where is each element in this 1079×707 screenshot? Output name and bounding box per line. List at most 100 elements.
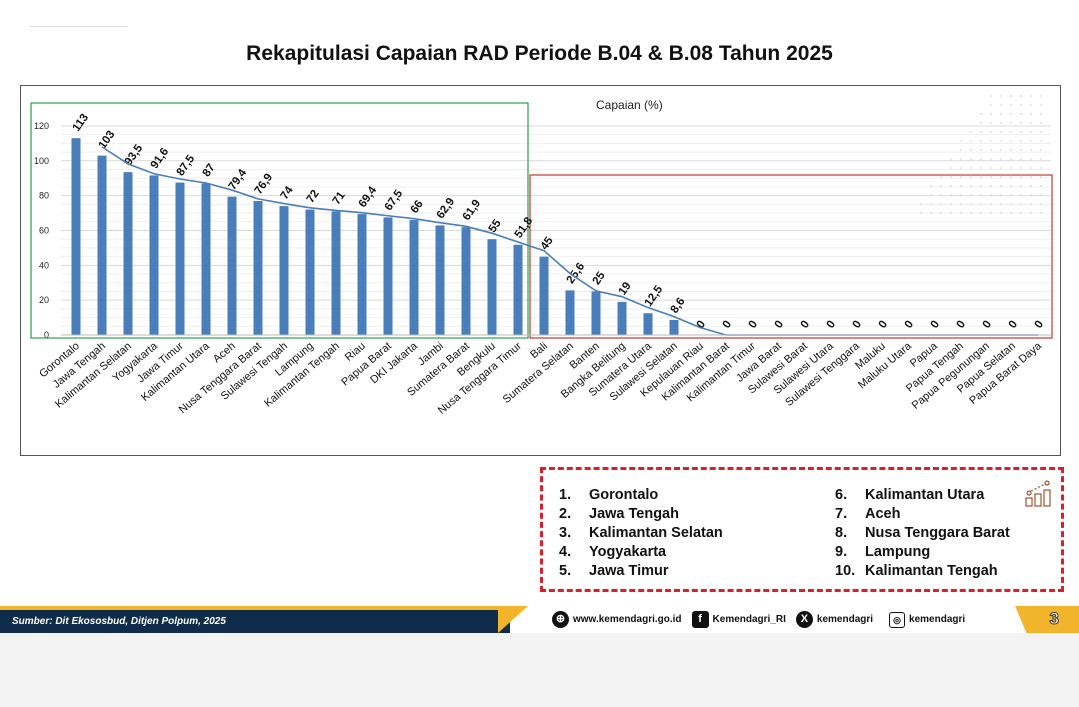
decor-dot: [1000, 95, 1002, 97]
decor-dot: [1000, 140, 1002, 142]
decor-dot: [1020, 95, 1022, 97]
decor-dot: [1040, 113, 1042, 115]
page-number: 3: [1049, 609, 1060, 629]
data-label: 61,9: [461, 198, 484, 223]
decor-dot: [950, 167, 952, 169]
x-link[interactable]: kemendagri: [816, 614, 874, 625]
website-link[interactable]: www.kemendagri.go.id: [573, 614, 682, 625]
top10-item: 4. Yogyakarta: [559, 543, 723, 562]
decor-dot: [1030, 212, 1032, 214]
decor-dot: [1000, 131, 1002, 133]
decor-dot: [990, 140, 992, 142]
decor-dot: [950, 212, 952, 214]
rank-number: 2.: [559, 506, 572, 522]
top10-item: 8. Nusa Tenggara Barat: [835, 524, 1010, 543]
rank-province: Jawa Tengah: [589, 506, 679, 522]
decor-dot: [960, 212, 962, 214]
page-title: Rekapitulasi Capaian RAD Periode B.04 & …: [246, 42, 833, 65]
bar: [227, 196, 237, 335]
decor-dot: [980, 176, 982, 178]
decor-dot: [1020, 113, 1022, 115]
data-label: 0: [1033, 319, 1047, 331]
data-label: 0: [1007, 319, 1021, 331]
decor-dot: [940, 203, 942, 205]
bar: [253, 201, 263, 335]
rank-number: 9.: [835, 544, 848, 560]
decor-dot: [970, 158, 972, 160]
decor-dot: [1020, 176, 1022, 178]
decor-dot: [970, 131, 972, 133]
data-label: 0: [799, 319, 813, 331]
bar: [565, 290, 575, 335]
legend-label: Capaian (%): [596, 98, 663, 112]
decor-dot: [990, 203, 992, 205]
decor-dot: [950, 185, 952, 187]
decor-dot: [1040, 149, 1042, 151]
y-tick-label: 120: [34, 121, 49, 131]
decor-dot: [990, 131, 992, 133]
decor-dot: [1040, 131, 1042, 133]
divider: [30, 26, 128, 27]
decor-dot: [1030, 140, 1032, 142]
decor-dot: [950, 176, 952, 178]
highlight-box-bottom: [529, 174, 1053, 339]
instagram-link[interactable]: kemendagri: [909, 614, 966, 625]
data-label: 69,4: [357, 184, 380, 210]
instagram-icon: ◎: [889, 611, 906, 628]
bar: [175, 182, 185, 335]
data-label: 113: [71, 112, 91, 134]
y-tick-label: 100: [34, 156, 49, 166]
decor-dot: [1000, 104, 1002, 106]
decor-dot: [1010, 149, 1012, 151]
rank-province: Lampung: [865, 544, 931, 560]
data-label: 0: [981, 319, 995, 331]
decor-dot: [920, 212, 922, 214]
top10-box: 1. Gorontalo 2. Jawa Tengah 3. Kalimantan Sel…: [540, 467, 1064, 592]
data-label: 76,9: [253, 172, 276, 197]
rank-province: Gorontalo: [589, 487, 659, 503]
decor-dot: [1020, 167, 1022, 169]
decor-dot: [1010, 176, 1012, 178]
decor-dot: [940, 194, 942, 196]
data-label: 12,5: [643, 283, 666, 309]
bar-chart: 0 20 40 60 80 100 120 Capaian (%) 113 Gorontalo 10…: [20, 85, 1061, 456]
bottom-area: [0, 633, 1079, 707]
social-links: ⊕ www.kemendagri.go.id f Kemendagri_RI X…: [552, 611, 965, 628]
facebook-link[interactable]: Kemendagri_RI: [712, 614, 786, 625]
decor-dot: [990, 185, 992, 187]
rank-province: Jawa Timur: [589, 563, 669, 579]
decor-dot: [1020, 140, 1022, 142]
y-tick-label: 0: [44, 330, 49, 340]
decor-dot: [1030, 203, 1032, 205]
decor-dot: [1040, 95, 1042, 97]
data-label: 79,4: [227, 167, 250, 193]
rank-number: 10.: [835, 563, 856, 579]
decor-dot: [990, 122, 992, 124]
data-label: 51,8: [513, 215, 536, 241]
decor-dot: [960, 140, 962, 142]
data-label: 25: [591, 269, 609, 287]
decor-dot: [1000, 122, 1002, 124]
y-tick-label: 60: [39, 225, 49, 235]
decor-dot: [970, 176, 972, 178]
x-icon: X: [795, 611, 813, 628]
decor-dot: [1030, 194, 1032, 196]
y-tick-label: 80: [39, 191, 49, 201]
decor-dot: [990, 95, 992, 97]
decor-dot: [1010, 212, 1012, 214]
bar: [331, 211, 341, 335]
decor-dot: [1030, 149, 1032, 151]
decor-dot: [990, 149, 992, 151]
bar: [71, 138, 81, 335]
globe-icon: ⊕: [552, 611, 569, 628]
data-label: 0: [877, 319, 891, 331]
decor-dot: [1020, 158, 1022, 160]
decor-dot: [970, 185, 972, 187]
decor-dot: [940, 176, 942, 178]
y-tick-label: 20: [39, 295, 49, 305]
decor-dot: [980, 158, 982, 160]
decor-dot: [930, 185, 932, 187]
decor-dot: [970, 194, 972, 196]
decor-dot: [1010, 158, 1012, 160]
highlight-box-top: [30, 102, 529, 339]
